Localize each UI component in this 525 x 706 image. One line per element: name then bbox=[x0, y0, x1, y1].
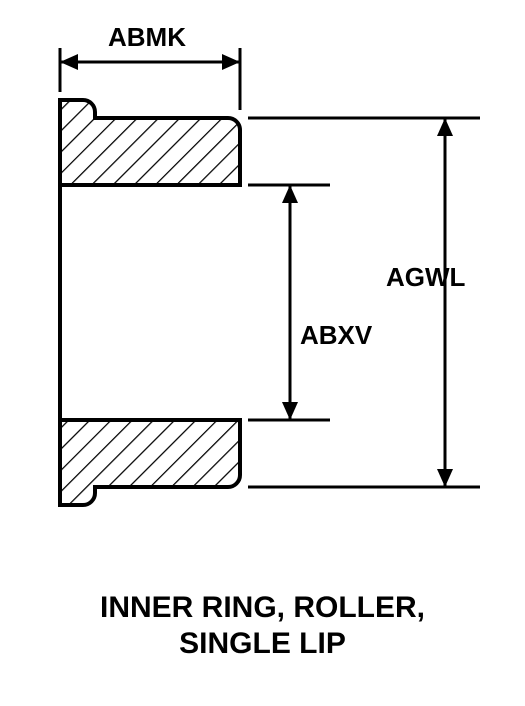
title-line2: SINGLE LIP bbox=[0, 626, 525, 662]
label-outer-diameter: AGWL bbox=[386, 262, 465, 293]
label-width: ABMK bbox=[108, 22, 186, 53]
label-bore: ABXV bbox=[300, 320, 372, 351]
dimension-bore bbox=[248, 185, 330, 420]
dimension-outer-diameter bbox=[248, 118, 480, 487]
title-line1: INNER RING, ROLLER, bbox=[0, 590, 525, 626]
lower-ring-section bbox=[50, 410, 250, 520]
diagram-canvas: ABMK ABXV AGWL INNER RING, ROLLER, SINGL… bbox=[0, 0, 525, 706]
upper-ring-section bbox=[50, 90, 250, 200]
